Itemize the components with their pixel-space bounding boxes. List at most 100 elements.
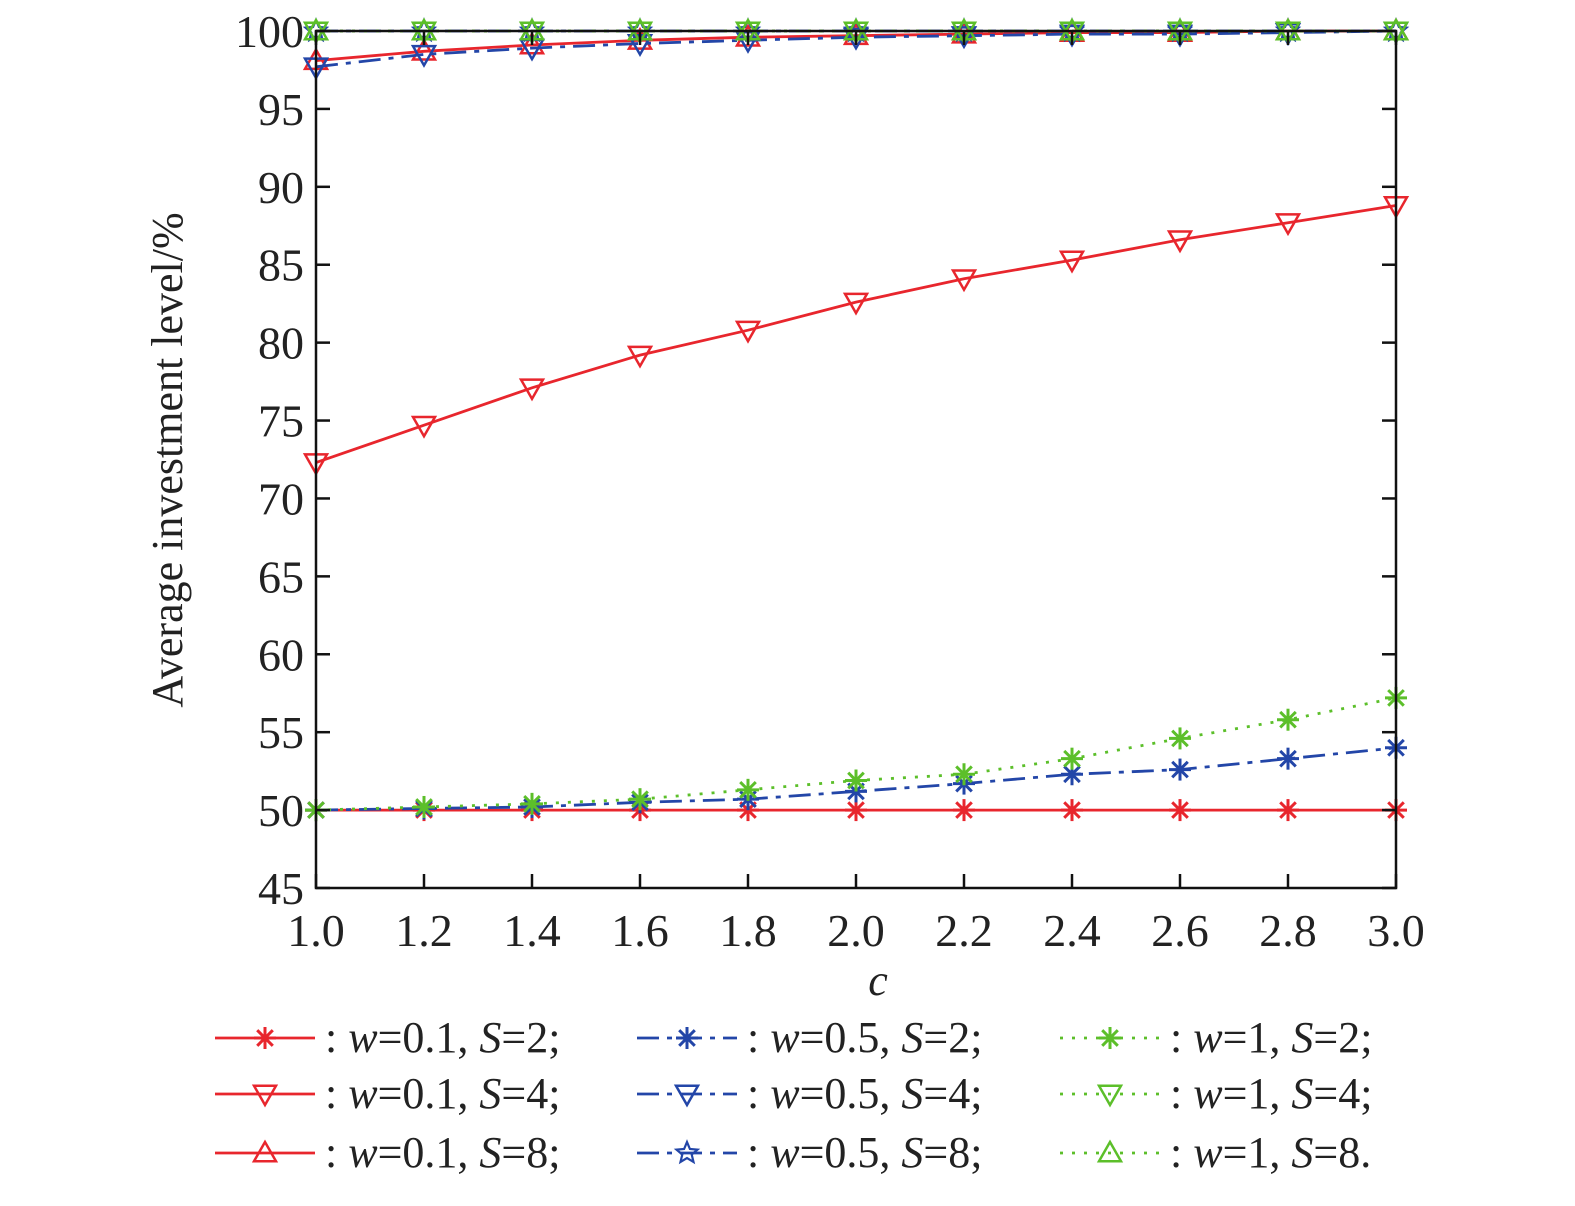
- data-point: [1166, 21, 1194, 45]
- legend-label: : w=0.5, S=8;: [747, 1128, 982, 1177]
- legend-label: : w=0.1, S=8;: [325, 1128, 560, 1177]
- data-point: [953, 763, 975, 786]
- legend-label: : w=0.1, S=2;: [325, 1013, 560, 1062]
- data-point: [410, 21, 438, 45]
- y-tick-label: 65: [258, 551, 304, 602]
- x-tick-label: 2.8: [1259, 905, 1317, 956]
- data-point: [518, 378, 546, 402]
- data-point: [845, 799, 867, 822]
- data-point: [626, 345, 654, 369]
- data-point: [845, 769, 867, 792]
- x-tick-label: 1.2: [395, 905, 453, 956]
- data-point: [1274, 21, 1302, 45]
- legend-marker: [1096, 1084, 1124, 1108]
- data-point: [950, 269, 978, 293]
- data-point: [521, 792, 543, 815]
- legend-label: : w=1, S=4;: [1170, 1069, 1372, 1118]
- x-tick-label: 2.2: [935, 905, 993, 956]
- series-6: [305, 686, 1407, 822]
- x-tick-label: 2.6: [1151, 905, 1209, 956]
- data-point: [1169, 727, 1191, 750]
- legend-marker: [251, 1084, 279, 1108]
- series-line: [315, 746, 1397, 812]
- x-tick-label: 1.6: [611, 905, 669, 956]
- series-1: [302, 196, 1410, 477]
- legend-label: : w=0.5, S=4;: [747, 1069, 982, 1118]
- data-point: [1058, 250, 1086, 274]
- ticks-layer: 1.0 1.2 1.4 1.6 1.8 2.0 2.2 2.4 2.6 2.8 3.0 45 50 55 6…: [235, 6, 1425, 956]
- data-point: [629, 788, 651, 811]
- legend-marker: [673, 1139, 701, 1165]
- data-point: [953, 799, 975, 822]
- y-tick-label: 55: [258, 707, 304, 758]
- legend-item: : w=0.1, S=4;: [215, 1069, 560, 1118]
- data-point: [410, 44, 438, 68]
- legend-marker: [1099, 1027, 1121, 1049]
- data-point: [950, 21, 978, 45]
- y-tick-label: 60: [258, 629, 304, 680]
- data-point: [734, 320, 762, 344]
- data-point: [737, 778, 759, 801]
- series-line: [315, 204, 1397, 464]
- data-point: [1382, 21, 1410, 45]
- data-point: [410, 415, 438, 439]
- legend: : w=0.1, S=2; : w=0.1, S=4; : w=0.1, S=8;:…: [215, 1013, 1372, 1177]
- data-point: [1277, 747, 1299, 770]
- data-point: [410, 37, 438, 61]
- data-point: [1061, 747, 1083, 770]
- legend-label: : w=1, S=2;: [1170, 1013, 1372, 1062]
- data-point: [734, 21, 762, 45]
- legend-label: : w=0.1, S=4;: [325, 1069, 560, 1118]
- legend-item: : w=1, S=8.: [1060, 1128, 1371, 1177]
- x-tick-label: 3.0: [1367, 905, 1425, 956]
- data-point: [626, 21, 654, 45]
- data-point: [1061, 799, 1083, 822]
- data-point: [302, 21, 330, 45]
- data-point: [518, 31, 546, 55]
- legend-marker: [251, 1139, 279, 1163]
- y-tick-label: 85: [258, 240, 304, 291]
- x-tick-label: 1.8: [719, 905, 777, 956]
- legend-label: : w=0.5, S=2;: [747, 1013, 982, 1062]
- data-point: [1169, 758, 1191, 781]
- legend-item: : w=1, S=4;: [1060, 1069, 1372, 1118]
- data-point: [1274, 213, 1302, 237]
- x-tick-label: 1.4: [503, 905, 561, 956]
- series-line: [315, 29, 1397, 69]
- data-point: [413, 795, 435, 818]
- legend-item: : w=0.5, S=2;: [637, 1013, 982, 1062]
- legend-item: : w=0.1, S=2;: [215, 1013, 560, 1062]
- data-point: [1277, 708, 1299, 731]
- x-tick-label: 1.0: [287, 905, 345, 956]
- legend-marker: [673, 1084, 701, 1108]
- legend-label: : w=1, S=8.: [1170, 1128, 1371, 1177]
- y-axis-title: Average investment level/%: [143, 212, 192, 707]
- y-tick-label: 100: [235, 6, 304, 57]
- legend-marker: [254, 1027, 276, 1049]
- x-axis-title: c: [868, 956, 888, 1005]
- y-tick-label: 95: [258, 84, 304, 135]
- data-point: [1061, 763, 1083, 786]
- y-tick-label: 70: [258, 473, 304, 524]
- x-tick-label: 2.4: [1043, 905, 1101, 956]
- legend-marker: [1096, 1139, 1124, 1163]
- data-point: [518, 21, 546, 45]
- legend-item: : w=0.5, S=8;: [637, 1128, 982, 1177]
- legend-item: : w=0.5, S=4;: [637, 1069, 982, 1118]
- y-tick-label: 45: [258, 863, 304, 914]
- data-point: [842, 21, 870, 45]
- y-tick-label: 50: [258, 785, 304, 836]
- y-tick-label: 90: [258, 162, 304, 213]
- x-tick-label: 2.0: [827, 905, 885, 956]
- data-point: [1169, 799, 1191, 822]
- legend-item: : w=1, S=2;: [1060, 1013, 1372, 1062]
- legend-marker: [676, 1027, 698, 1049]
- data-point: [1277, 799, 1299, 822]
- y-tick-label: 75: [258, 396, 304, 447]
- data-point: [1058, 21, 1086, 45]
- legend-item: : w=0.1, S=8;: [215, 1128, 560, 1177]
- data-point: [1166, 230, 1194, 254]
- data-point: [842, 292, 870, 316]
